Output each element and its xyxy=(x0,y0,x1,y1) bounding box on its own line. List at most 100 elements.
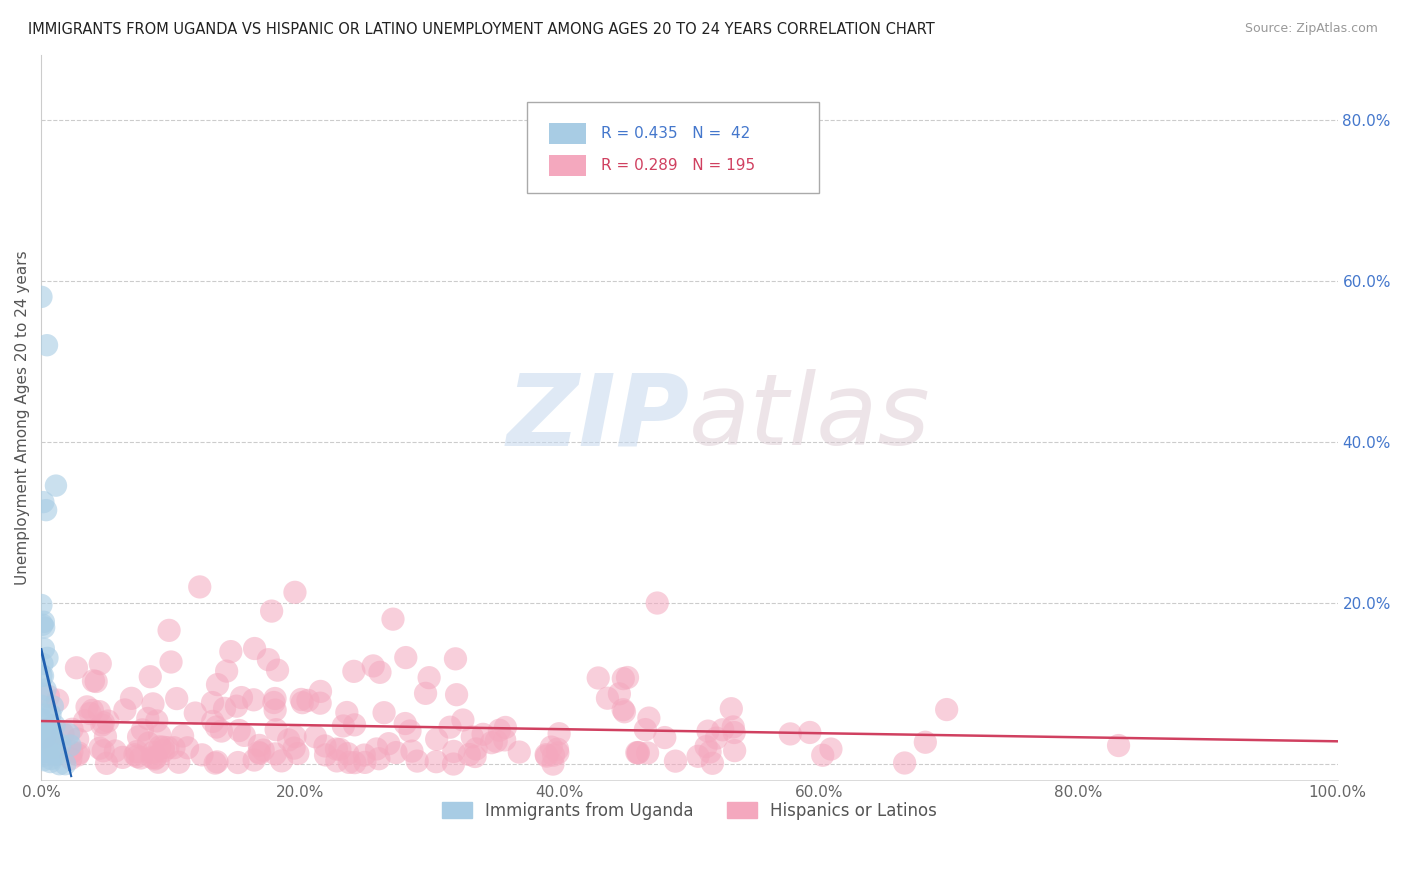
Point xyxy=(415,686,437,700)
Point xyxy=(546,742,568,756)
Point xyxy=(336,706,359,720)
Point xyxy=(325,742,347,756)
Point xyxy=(337,756,360,770)
Point xyxy=(724,744,747,758)
Point xyxy=(443,757,465,772)
Point xyxy=(76,699,98,714)
Point xyxy=(488,723,510,738)
Point xyxy=(264,703,287,717)
Point xyxy=(46,693,69,707)
Point xyxy=(205,720,228,734)
Point xyxy=(79,706,101,721)
Point xyxy=(458,747,481,762)
Point xyxy=(111,750,134,764)
Point xyxy=(125,749,148,764)
Point xyxy=(32,620,55,634)
Point xyxy=(329,742,352,756)
Point xyxy=(139,670,162,684)
Point xyxy=(31,657,53,671)
Point xyxy=(176,740,198,755)
Point xyxy=(172,729,194,743)
Text: IMMIGRANTS FROM UGANDA VS HISPANIC OR LATINO UNEMPLOYMENT AMONG AGES 20 TO 24 YE: IMMIGRANTS FROM UGANDA VS HISPANIC OR LA… xyxy=(28,22,935,37)
Point xyxy=(291,696,314,710)
Point xyxy=(31,713,53,727)
Point xyxy=(32,733,55,747)
Point xyxy=(354,756,377,770)
Point xyxy=(637,746,659,760)
Point xyxy=(145,751,167,765)
Point xyxy=(695,739,717,754)
Point xyxy=(45,478,67,492)
Point xyxy=(38,723,60,738)
Point xyxy=(711,723,734,737)
Point xyxy=(481,736,503,750)
Point xyxy=(184,706,207,720)
Point xyxy=(35,723,58,737)
Point xyxy=(82,673,104,688)
Point xyxy=(654,731,676,745)
Point xyxy=(699,745,721,759)
Text: R = 0.435   N =  42: R = 0.435 N = 42 xyxy=(602,126,751,141)
Point xyxy=(686,749,709,764)
Point xyxy=(242,693,264,707)
Point xyxy=(124,747,146,762)
Point xyxy=(82,703,104,717)
Point xyxy=(426,732,449,747)
Point xyxy=(820,742,842,756)
Point xyxy=(297,693,319,707)
Point xyxy=(30,698,52,713)
Point xyxy=(35,503,58,517)
Point xyxy=(366,742,388,756)
Point xyxy=(32,741,55,756)
Point xyxy=(613,705,636,719)
Legend: Immigrants from Uganda, Hispanics or Latinos: Immigrants from Uganda, Hispanics or Lat… xyxy=(434,795,943,826)
Point xyxy=(142,745,165,759)
Point xyxy=(66,747,89,762)
Point xyxy=(243,753,266,767)
Point xyxy=(270,754,292,768)
Point xyxy=(343,756,366,770)
Point xyxy=(247,745,270,759)
Point xyxy=(353,747,375,762)
Point xyxy=(204,756,226,770)
Point xyxy=(645,596,668,610)
Point xyxy=(34,745,56,759)
Point xyxy=(41,733,63,747)
Point xyxy=(343,718,366,732)
Point xyxy=(205,755,228,769)
Point xyxy=(252,743,274,757)
Point xyxy=(65,661,87,675)
Point xyxy=(361,659,384,673)
Text: Source: ZipAtlas.com: Source: ZipAtlas.com xyxy=(1244,22,1378,36)
FancyBboxPatch shape xyxy=(527,103,820,193)
Point xyxy=(42,740,65,755)
Point xyxy=(385,746,408,760)
Point xyxy=(45,747,67,762)
Point xyxy=(425,755,447,769)
Point xyxy=(290,692,312,706)
Point xyxy=(128,730,150,744)
Point xyxy=(811,748,834,763)
Point xyxy=(627,746,650,760)
Point xyxy=(30,290,52,304)
Point xyxy=(60,723,83,737)
Point xyxy=(596,691,619,706)
Point xyxy=(219,644,242,658)
Y-axis label: Unemployment Among Ages 20 to 24 years: Unemployment Among Ages 20 to 24 years xyxy=(15,251,30,585)
Point xyxy=(32,495,55,509)
Point xyxy=(163,740,186,755)
Point xyxy=(215,664,238,678)
Point xyxy=(406,754,429,768)
Point xyxy=(145,714,167,728)
Point xyxy=(626,746,648,760)
Point xyxy=(706,731,728,745)
Point xyxy=(67,746,90,760)
Point xyxy=(367,752,389,766)
Point xyxy=(141,750,163,764)
Point xyxy=(31,749,53,764)
Point xyxy=(264,723,287,737)
Point xyxy=(207,677,229,691)
Point xyxy=(343,665,366,679)
Point xyxy=(309,684,332,698)
Point xyxy=(401,744,423,758)
